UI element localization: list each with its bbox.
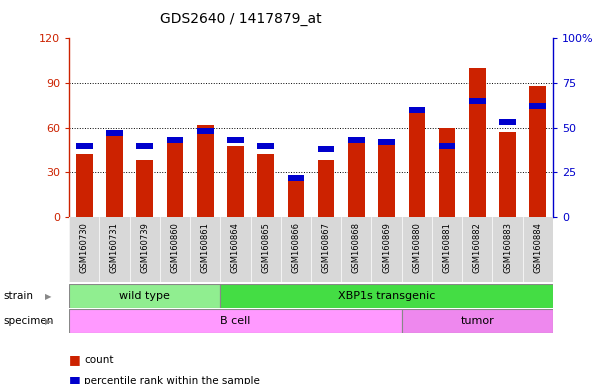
Bar [499, 132, 516, 217]
Text: ■: ■ [69, 353, 81, 366]
Bar [439, 142, 456, 149]
Bar [409, 110, 425, 217]
Bar [166, 137, 183, 143]
Bar [288, 180, 304, 217]
Bar [106, 132, 123, 217]
Bar [227, 146, 244, 217]
Bar [227, 137, 244, 143]
Bar [529, 103, 546, 109]
Text: GSM160882: GSM160882 [473, 222, 482, 273]
Text: ▶: ▶ [45, 291, 51, 301]
Text: XBP1s transgenic: XBP1s transgenic [338, 291, 435, 301]
Text: tumor: tumor [460, 316, 494, 326]
Bar [257, 154, 274, 217]
Text: GSM160861: GSM160861 [201, 222, 210, 273]
Text: ■: ■ [69, 374, 81, 384]
Bar [348, 137, 365, 143]
Text: count: count [84, 355, 114, 365]
Bar [348, 142, 365, 217]
Bar [469, 68, 486, 217]
Bar [106, 130, 123, 136]
Text: GSM160869: GSM160869 [382, 222, 391, 273]
Text: GSM160867: GSM160867 [322, 222, 331, 273]
Text: GSM160866: GSM160866 [291, 222, 300, 273]
Text: strain: strain [3, 291, 33, 301]
Text: B cell: B cell [220, 316, 251, 326]
Bar [318, 161, 334, 217]
Bar [76, 154, 93, 217]
Bar [378, 139, 395, 145]
Bar [499, 119, 516, 125]
Bar [69, 284, 221, 308]
Text: GSM160868: GSM160868 [352, 222, 361, 273]
Text: GSM160884: GSM160884 [533, 222, 542, 273]
Bar [401, 309, 553, 333]
Text: percentile rank within the sample: percentile rank within the sample [84, 376, 260, 384]
Text: GSM160739: GSM160739 [140, 222, 149, 273]
Bar [136, 161, 153, 217]
Bar [221, 284, 553, 308]
Bar [197, 128, 213, 134]
Text: specimen: specimen [3, 316, 53, 326]
Text: GSM160731: GSM160731 [110, 222, 119, 273]
Bar [69, 309, 401, 333]
Text: GDS2640 / 1417879_at: GDS2640 / 1417879_at [160, 12, 321, 25]
Text: wild type: wild type [119, 291, 170, 301]
Text: GSM160865: GSM160865 [261, 222, 270, 273]
Text: GSM160880: GSM160880 [412, 222, 421, 273]
Bar [257, 142, 274, 149]
Bar [469, 98, 486, 104]
Bar [318, 146, 334, 152]
Bar [288, 175, 304, 180]
Text: GSM160860: GSM160860 [171, 222, 180, 273]
Bar [136, 142, 153, 149]
Bar [197, 125, 213, 217]
Text: GSM160883: GSM160883 [503, 222, 512, 273]
Bar [529, 86, 546, 217]
Bar [409, 107, 425, 113]
Bar [439, 127, 456, 217]
Bar [76, 142, 93, 149]
Text: GSM160864: GSM160864 [231, 222, 240, 273]
Text: ▶: ▶ [45, 316, 51, 326]
Text: GSM160881: GSM160881 [442, 222, 451, 273]
Bar [166, 140, 183, 217]
Text: GSM160730: GSM160730 [80, 222, 89, 273]
Bar [378, 140, 395, 217]
